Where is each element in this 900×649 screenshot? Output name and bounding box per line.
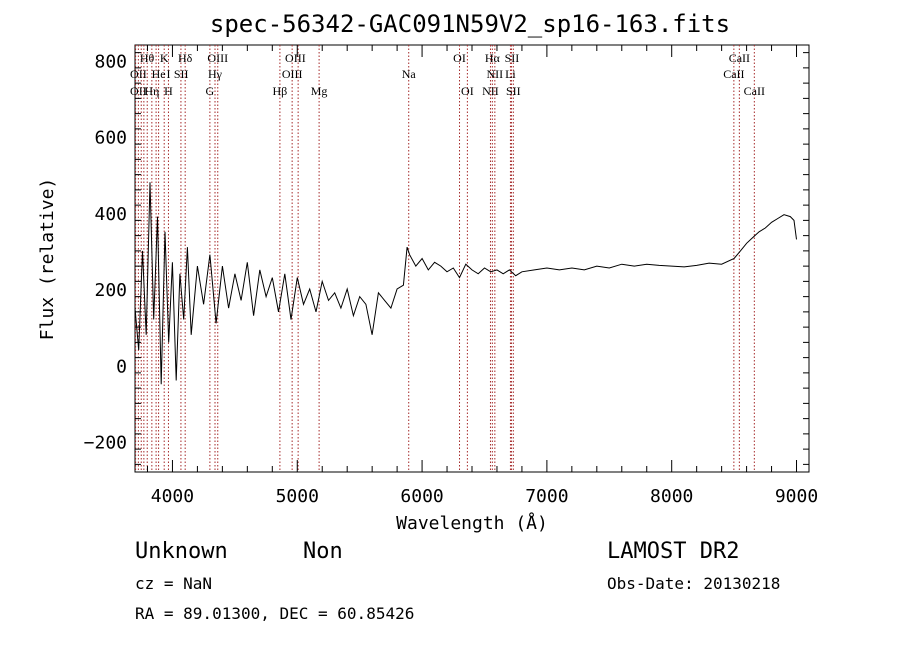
- spectral-line-label: He: [152, 67, 166, 81]
- spectral-line-label: CaII: [744, 84, 765, 98]
- x-tick-label: 7000: [525, 486, 568, 507]
- spectral-line-labels: Hθ K Hδ OIII OIII OI Hα SII CaII OII He I SII Hγ OIII N…: [130, 51, 765, 98]
- spectral-line-label: Hδ: [178, 51, 193, 65]
- spectral-line-label: Li: [505, 67, 516, 81]
- x-tick-label: 9000: [775, 486, 818, 507]
- spectral-line-label: SII: [506, 84, 521, 98]
- spectral-line-label: NII: [482, 84, 499, 98]
- y-tick-label: 0: [116, 356, 127, 377]
- spectral-line-label: SII: [505, 51, 520, 65]
- survey-name: LAMOST DR2: [607, 539, 739, 564]
- y-tick-label: 400: [94, 204, 127, 225]
- y-axis-label: Flux (relative): [37, 178, 58, 341]
- spectral-lines: [135, 45, 755, 472]
- spectral-line-label: I: [166, 67, 170, 81]
- spectral-line-label: SII: [174, 67, 189, 81]
- y-tick-label: 800: [94, 51, 127, 72]
- object-class: Unknown: [135, 539, 228, 564]
- spectral-line-label: Hβ: [273, 84, 288, 98]
- x-tick-label: 5000: [276, 486, 319, 507]
- spectral-line-label: OIII: [285, 51, 306, 65]
- spectral-line-label: OI: [453, 51, 466, 65]
- spectral-line-label: CaII: [723, 67, 744, 81]
- spectral-line-label: OI: [461, 84, 474, 98]
- spectral-line-label: G: [206, 84, 215, 98]
- y-tick-label: 600: [94, 128, 127, 149]
- object-subclass: Non: [303, 539, 343, 564]
- spectral-line-label: Hθ: [140, 51, 155, 65]
- x-tick-label: 8000: [650, 486, 693, 507]
- spectral-line-label: OII: [130, 84, 147, 98]
- spectral-line-label: Hγ: [208, 67, 223, 81]
- y-tick-label: 200: [94, 280, 127, 301]
- plot-frame: [134, 44, 810, 473]
- chart-title: spec-56342-GAC091N59V2_sp16-163.fits: [210, 10, 730, 38]
- spectral-line-label: Na: [402, 67, 417, 81]
- y-tick-label: −200: [84, 433, 127, 454]
- spectral-line-label: H: [164, 84, 173, 98]
- spectral-line-label: CaII: [729, 51, 750, 65]
- ra-dec: RA = 89.01300, DEC = 60.85426: [135, 604, 414, 623]
- x-tick-label: 4000: [151, 486, 194, 507]
- axis-ticks: [135, 45, 809, 472]
- x-tick-label: 6000: [400, 486, 443, 507]
- spectral-line-label: K: [160, 51, 169, 65]
- spectral-line-label: OIII: [207, 51, 228, 65]
- cz-value: cz = NaN: [135, 574, 212, 593]
- x-axis-label: Wavelength (Å): [396, 512, 548, 534]
- spectrum-series-line: [134, 182, 797, 385]
- spectral-line-label: OII: [130, 67, 147, 81]
- spectral-line-label: NII: [487, 67, 504, 81]
- obs-date: Obs-Date: 20130218: [607, 574, 780, 593]
- spectral-line-label: Hη: [144, 84, 159, 98]
- spectral-line-label: Mg: [311, 84, 328, 98]
- axis-tick-labels: 4000 5000 6000 7000 8000 9000 −200 0 200 400 600 80…: [84, 51, 819, 507]
- spectral-line-label: Hα: [485, 51, 501, 65]
- spectral-line-label: OIII: [282, 67, 303, 81]
